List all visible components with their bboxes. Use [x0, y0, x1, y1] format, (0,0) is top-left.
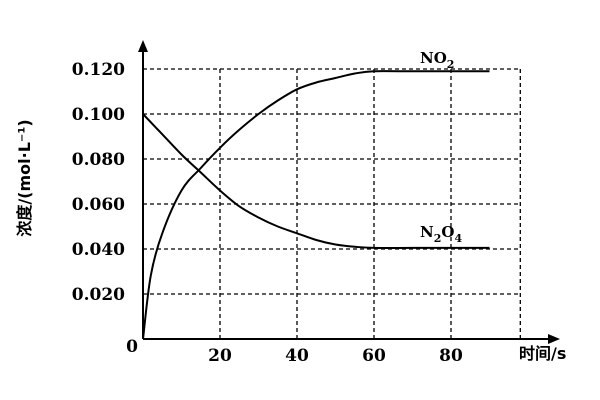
- x-axis-arrow: [548, 334, 560, 344]
- n2o4-label-sub4: 4: [454, 232, 462, 245]
- data-series: [142, 70, 490, 340]
- y-tick-label: 0.020: [72, 285, 125, 305]
- x-tick-label: 80: [439, 346, 463, 366]
- y-tick-label: 0.080: [72, 150, 125, 170]
- origin-label: 0: [126, 337, 138, 357]
- y-tick-label: 0.100: [72, 105, 125, 125]
- no2-label-main: NO: [420, 49, 447, 67]
- axes: [138, 40, 560, 344]
- y-axis-arrow: [138, 40, 148, 52]
- x-tick-label: 40: [285, 346, 309, 366]
- series-line-no2: [142, 70, 490, 340]
- x-tick-label: 20: [208, 346, 232, 366]
- n2o4-label-sub2: 2: [434, 232, 442, 245]
- series-line-n2o4: [142, 113, 490, 249]
- grid-lines: [143, 68, 521, 339]
- y-axis-title: 浓度/(mol·L⁻¹): [15, 119, 34, 236]
- n2o4-label-n: N: [420, 223, 434, 241]
- series-label-n2o4: N2O4: [420, 223, 462, 245]
- x-axis-title: 时间/s: [519, 344, 566, 363]
- n2o4-label-o: O: [441, 223, 454, 241]
- x-tick-label: 60: [362, 346, 386, 366]
- series-label-no2: NO2: [420, 49, 454, 71]
- no2-label-sub: 2: [447, 58, 455, 71]
- y-tick-label: 0.040: [72, 240, 125, 260]
- y-tick-label: 0.120: [72, 60, 125, 80]
- y-tick-label: 0.060: [72, 195, 125, 215]
